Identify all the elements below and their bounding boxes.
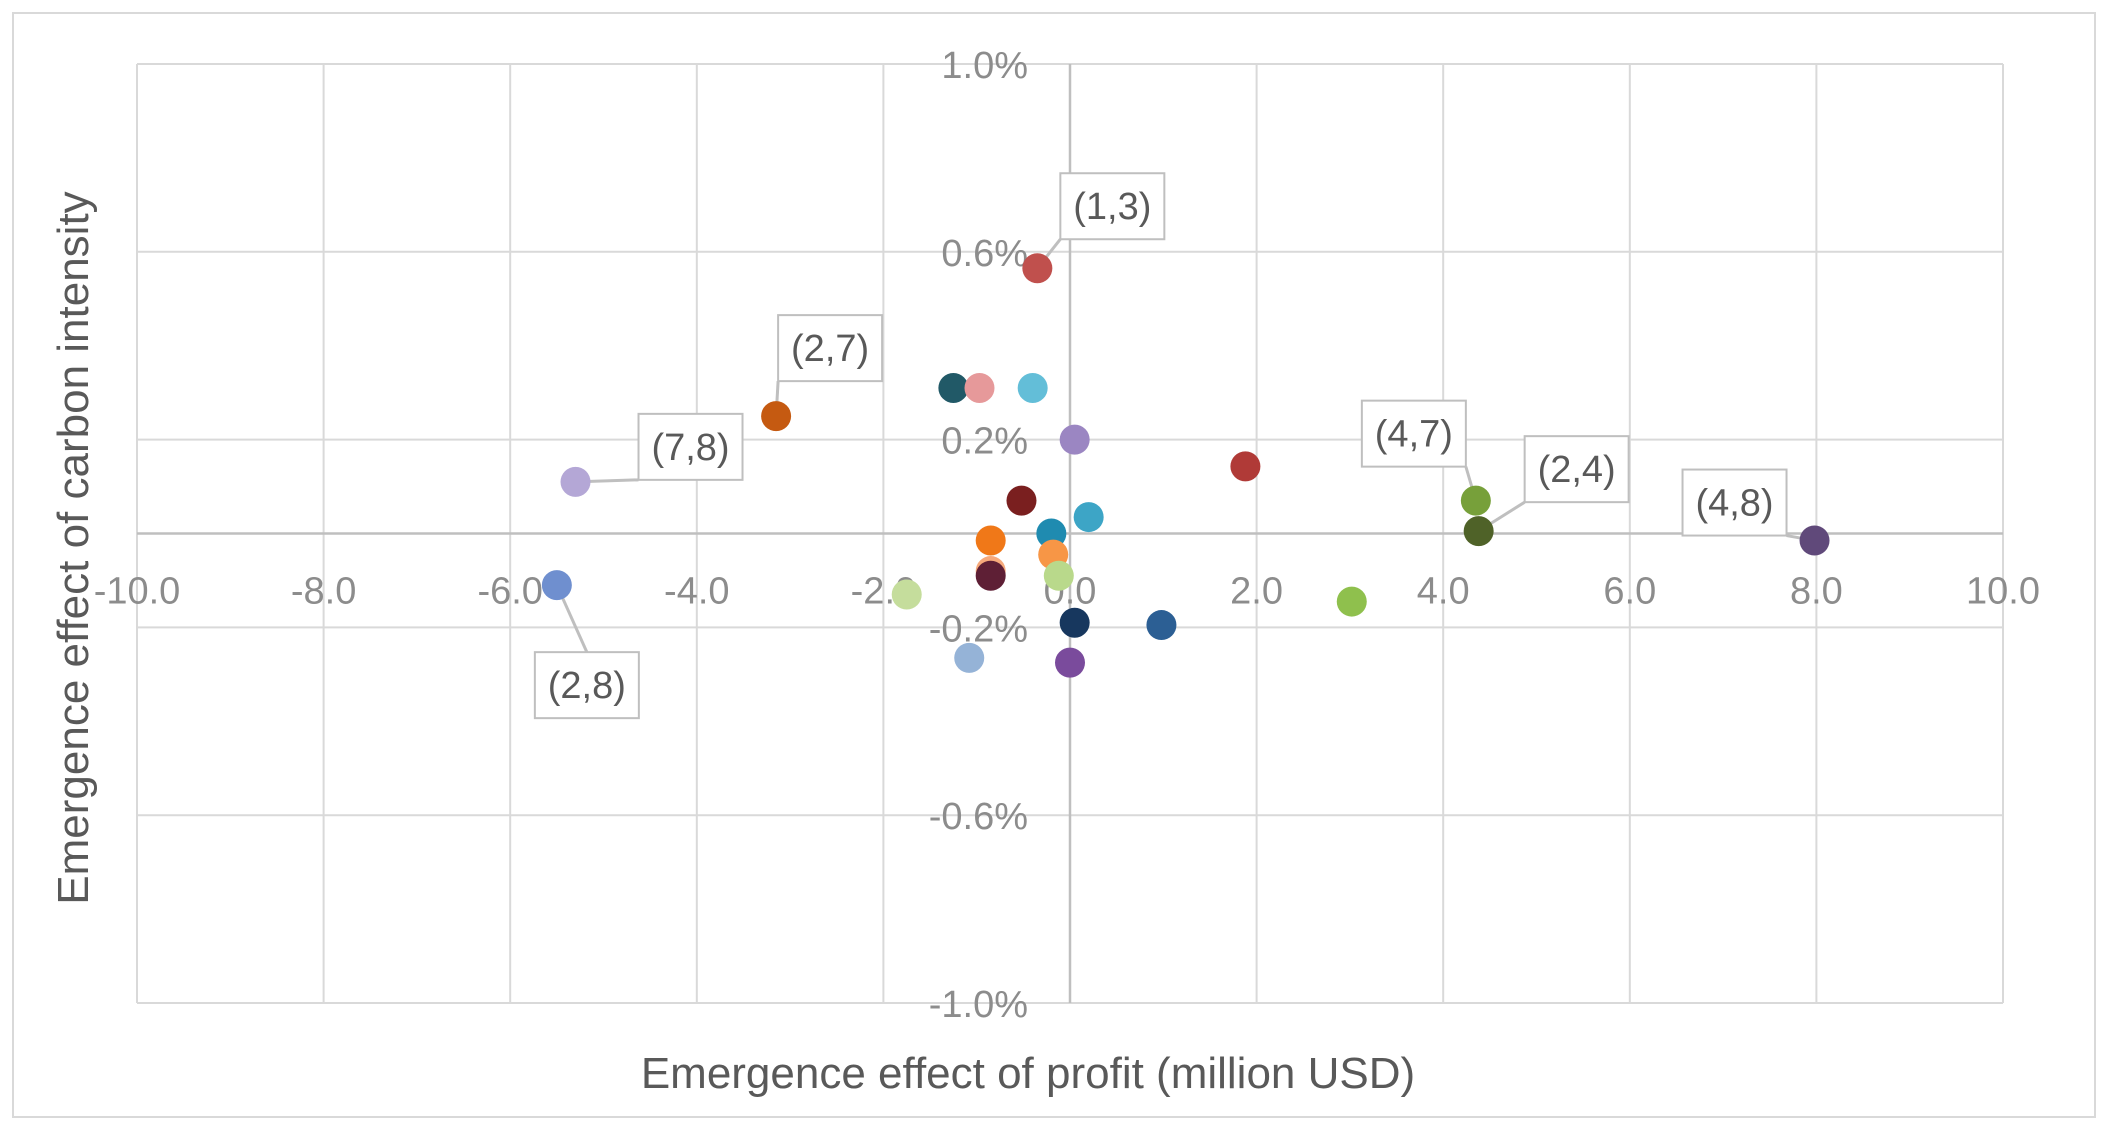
data-points [541, 253, 1830, 678]
callout-label: (2,4) [1538, 449, 1616, 491]
y-tick-label: 0.2% [941, 421, 1028, 463]
data-point [1336, 586, 1367, 617]
data-callouts: (1,3) (2,7) (7,8) (2,8) (4,7) (2,4) (4,8) [533, 172, 1788, 720]
x-tick-label: 10.0 [1966, 571, 2040, 613]
callout-label: (4,7) [1375, 414, 1453, 456]
data-point [1059, 424, 1090, 455]
callout-box [777, 314, 884, 383]
data-point [1022, 253, 1053, 284]
data-point [1055, 647, 1085, 678]
callout-box [533, 651, 640, 720]
x-tick-label: -4.0 [664, 571, 729, 613]
y-tick-label: -0.2% [929, 608, 1028, 650]
callout-box [1360, 399, 1467, 468]
x-tick-label: 2.0 [1230, 571, 1283, 613]
callout-label: (7,8) [651, 427, 729, 469]
y-tick-label: 0.6% [941, 233, 1028, 275]
data-point [1073, 502, 1104, 533]
data-point [1146, 610, 1177, 641]
x-tick-label: -8.0 [291, 571, 356, 613]
data-point [1460, 485, 1491, 516]
data-point [761, 401, 792, 432]
x-tick-label: -10.0 [94, 571, 181, 613]
x-tick-label: -6.0 [477, 571, 542, 613]
data-point [975, 525, 1006, 556]
x-tick-label: 8.0 [1790, 571, 1843, 613]
data-point [1463, 516, 1494, 547]
x-tick-label: 6.0 [1603, 571, 1656, 613]
data-point [964, 372, 995, 403]
data-point [1017, 372, 1048, 403]
data-point [1059, 607, 1090, 638]
callout-box [1059, 172, 1166, 241]
data-point [938, 372, 969, 403]
callout-label: (2,7) [791, 328, 869, 370]
y-tick-label: -1.0% [929, 984, 1028, 1026]
y-tick-label: 1.0% [941, 45, 1028, 87]
callout-box [637, 412, 744, 481]
tick-labels: -10.0 -8.0 -6.0 -4.0 -2.0 0.0 2.0 4.0 6.0 8.0 10.0… [94, 45, 2040, 1026]
data-point [1043, 560, 1074, 591]
data-point [954, 642, 985, 673]
data-point [1006, 485, 1037, 516]
data-point [541, 570, 572, 601]
callout-label: (1,3) [1073, 186, 1151, 228]
callout-box [1523, 435, 1630, 504]
y-axis-title: Emergence effect of carbon intensity [49, 191, 98, 904]
callout-label: (2,8) [548, 665, 626, 707]
data-point [1230, 451, 1261, 482]
x-tick-label: 4.0 [1417, 571, 1470, 613]
x-axis-title: Emergence effect of profit (million USD) [641, 1049, 1415, 1098]
data-point [975, 560, 1006, 591]
y-tick-label: -0.6% [929, 796, 1028, 838]
data-point [560, 466, 591, 497]
callout-box [1681, 468, 1788, 537]
callout-label: (4,8) [1695, 483, 1773, 525]
data-point [891, 579, 922, 610]
data-point [1799, 525, 1830, 556]
